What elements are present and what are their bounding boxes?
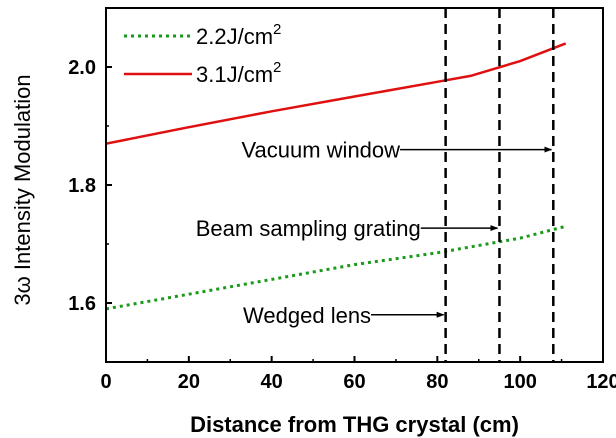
x-axis-title: Distance from THG crystal (cm) [190, 412, 519, 437]
y-tick-label: 2.0 [68, 57, 96, 79]
x-tick-label: 80 [426, 371, 448, 393]
legend-label: 3.1J/cm2 [196, 59, 281, 87]
legend-label-superscript: 2 [273, 21, 281, 38]
series-layer [105, 42, 567, 311]
annotation-label: Beam sampling grating [196, 216, 421, 241]
x-tick-label: 40 [261, 371, 283, 393]
tick-layer: 0 20 40 60 80 100 120 1.6 1.8 2.0 [68, 7, 616, 393]
x-tick-label: 100 [503, 371, 536, 393]
series-line-2 [105, 42, 567, 145]
y-tick-label: 1.8 [68, 175, 96, 197]
x-tick-label: 120 [586, 371, 616, 393]
x-tick-label: 20 [178, 371, 200, 393]
vline-layer [444, 8, 555, 362]
legend-label: 2.2J/cm2 [196, 21, 281, 49]
legend-label-main: 2.2J/cm [196, 24, 273, 49]
x-tick-label: 0 [100, 371, 111, 393]
series-line-1 [105, 224, 567, 311]
annotation-label: Wedged lens [243, 303, 371, 328]
y-tick-label: 1.6 [68, 293, 96, 315]
annotation-layer: Vacuum window Beam sampling grating Wedged… [196, 138, 553, 328]
annotation-label: Vacuum window [241, 138, 400, 163]
y-axis-title: 3ω Intensity Modulation [10, 74, 35, 305]
legend-label-main: 3.1J/cm [196, 62, 273, 87]
x-tick-label: 60 [343, 371, 365, 393]
legend-label-superscript: 2 [273, 59, 281, 76]
